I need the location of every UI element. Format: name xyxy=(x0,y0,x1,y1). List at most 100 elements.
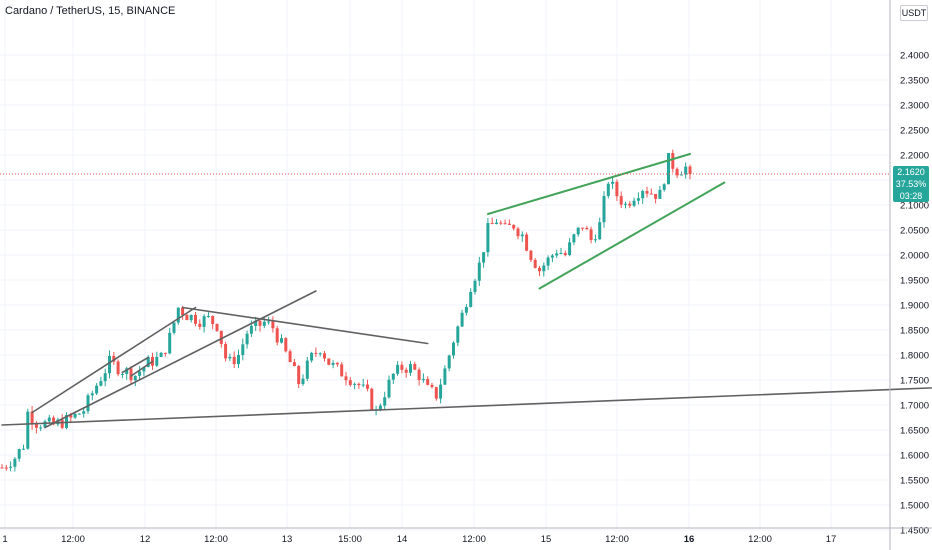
y-tick-label: 1.5000 xyxy=(900,501,929,512)
candle-body xyxy=(133,375,137,381)
x-tick-label: 15:00 xyxy=(338,534,362,545)
trendline-6[interactable] xyxy=(130,360,154,377)
candle-body xyxy=(258,320,262,326)
candle-body xyxy=(168,332,172,354)
candle-body xyxy=(645,191,649,194)
candle-body xyxy=(219,330,223,344)
chart-title: Cardano / TetherUS, 15, BINANCE xyxy=(5,5,176,17)
wedge-upper[interactable] xyxy=(486,153,691,215)
y-tick-label: 2.3500 xyxy=(900,76,929,87)
candle-body xyxy=(400,364,404,370)
trendline-4[interactable] xyxy=(181,306,429,345)
candle-body xyxy=(116,361,120,375)
candle-body xyxy=(142,367,146,372)
candle-body xyxy=(52,417,56,425)
candle-body xyxy=(297,366,301,385)
candle-body xyxy=(310,352,314,361)
candle-body xyxy=(43,421,47,428)
candle-body xyxy=(26,411,30,449)
y-tick-label: 1.6000 xyxy=(900,451,929,462)
candle-body xyxy=(585,228,589,230)
candle-body xyxy=(370,388,374,410)
candle-body xyxy=(305,360,309,379)
currency-button[interactable]: USDT xyxy=(900,5,928,21)
candle-body xyxy=(86,395,90,412)
candle-body xyxy=(103,373,107,382)
candle-body xyxy=(589,229,593,241)
candle-body xyxy=(155,356,159,366)
y-tick-label: 1.7000 xyxy=(900,401,929,412)
candle-body xyxy=(563,253,567,256)
candle-body xyxy=(34,423,38,428)
x-tick-label: 12:00 xyxy=(605,534,629,545)
candle-body xyxy=(482,252,486,263)
candle-body xyxy=(611,181,615,184)
candle-body xyxy=(409,364,412,373)
candle-body xyxy=(516,228,520,237)
candle-body xyxy=(606,183,610,196)
candle-body xyxy=(628,203,632,206)
candle-body xyxy=(249,325,253,334)
candle-body xyxy=(404,369,408,373)
trendline-1[interactable] xyxy=(1,385,932,426)
y-tick-label: 2.4000 xyxy=(900,51,929,62)
candle-body xyxy=(636,198,640,201)
candle-body xyxy=(615,181,619,197)
y-tick-label: 2.0000 xyxy=(900,251,929,262)
last-price-value: 2.1620 xyxy=(897,167,925,177)
candle-body xyxy=(525,234,529,251)
candle-body xyxy=(447,355,451,369)
x-tick-label: 1 xyxy=(2,534,7,545)
y-tick-label: 2.3000 xyxy=(900,101,929,112)
candle-body xyxy=(99,381,103,386)
candle-countdown: 03:28 xyxy=(899,191,923,201)
candle-body xyxy=(4,467,8,469)
y-tick-label: 1.5500 xyxy=(900,476,929,487)
candle-body xyxy=(344,376,348,381)
trendline-3[interactable] xyxy=(44,290,317,429)
y-tick-label: 2.2000 xyxy=(900,151,929,162)
candle-body xyxy=(288,351,292,363)
candle-body xyxy=(65,415,68,428)
candle-body xyxy=(82,411,86,414)
candle-body xyxy=(396,364,400,374)
candle-body xyxy=(520,234,524,237)
candle-body xyxy=(581,227,584,229)
candle-body xyxy=(533,259,537,268)
candle-body xyxy=(125,368,129,374)
candle-body xyxy=(314,352,318,354)
candle-body xyxy=(649,193,653,195)
candle-body xyxy=(576,227,580,235)
wedge-lower[interactable] xyxy=(538,181,726,290)
candle-body xyxy=(679,174,683,176)
candle-body xyxy=(529,250,533,260)
candle-body xyxy=(323,353,326,359)
candle-body xyxy=(30,411,34,424)
candle-body xyxy=(228,356,232,359)
candle-body xyxy=(430,384,434,388)
candle-body xyxy=(499,222,503,224)
candle-body xyxy=(241,344,245,356)
y-tick-label: 1.7500 xyxy=(900,376,929,387)
candle-body xyxy=(684,166,688,175)
y-tick-label: 1.4500 xyxy=(900,526,929,537)
y-tick-label: 2.2500 xyxy=(900,126,929,137)
candle-body xyxy=(77,413,81,415)
candle-body xyxy=(69,415,73,418)
candle-body xyxy=(17,449,21,459)
candle-body xyxy=(555,253,559,256)
candle-body xyxy=(495,222,498,225)
candle-body xyxy=(473,280,477,292)
candle-body xyxy=(292,362,296,367)
candle-body xyxy=(641,191,645,199)
y-tick-label: 1.9000 xyxy=(900,301,929,312)
trendline-2[interactable] xyxy=(31,306,197,414)
grid xyxy=(0,0,890,531)
trendline-5[interactable] xyxy=(121,356,149,374)
candle-body xyxy=(215,323,219,331)
x-tick-label: 16 xyxy=(684,534,695,545)
candle-body xyxy=(0,467,4,469)
candle-body xyxy=(245,333,249,345)
drawings[interactable] xyxy=(1,153,932,429)
